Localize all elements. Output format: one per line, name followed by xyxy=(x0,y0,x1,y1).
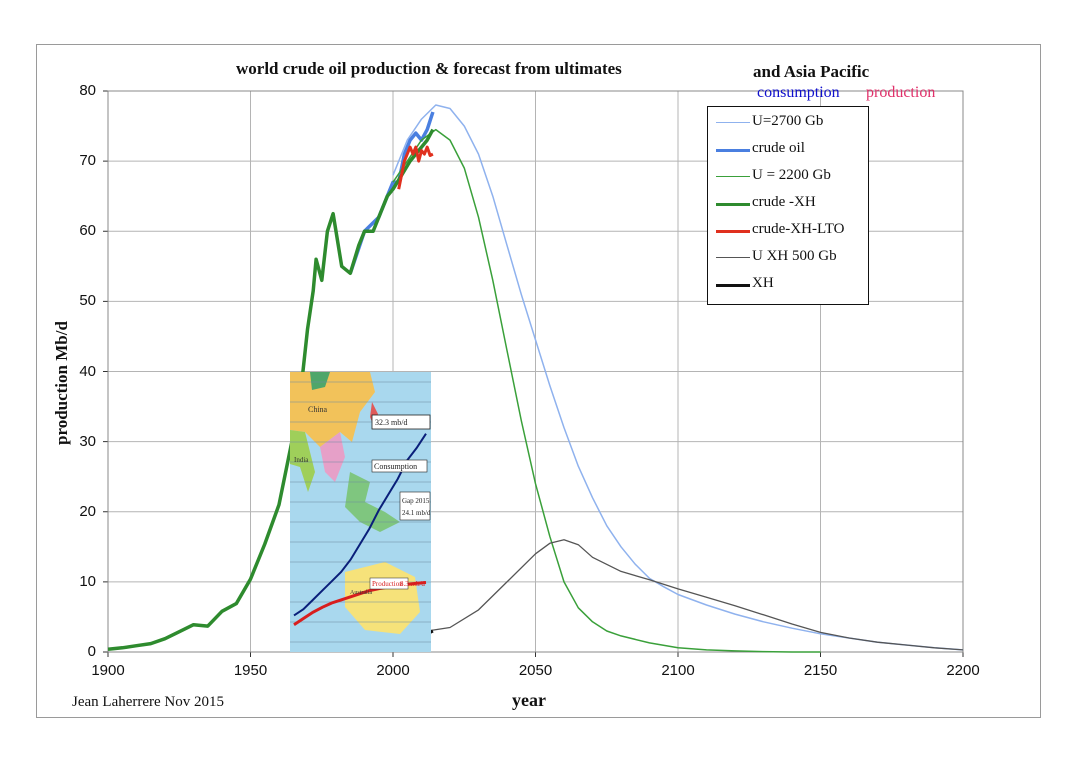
x-tick-label: 2000 xyxy=(376,662,410,679)
inset-map-svg: China India 32.3 mb/d Consumption Gap 20… xyxy=(290,372,431,652)
x-tick-label: 2100 xyxy=(661,662,695,679)
legend: U=2700 Gb crude oil U = 2200 Gb crude -XH cr… xyxy=(707,106,869,305)
axes xyxy=(103,90,964,657)
y-tick-label: 0 xyxy=(87,643,96,660)
legend-label: crude oil xyxy=(752,140,805,156)
legend-swatch xyxy=(716,149,750,152)
x-tick-label: 1900 xyxy=(91,662,125,679)
x-axis-label: year xyxy=(512,690,546,710)
y-tick-label: 50 xyxy=(79,292,96,310)
inset-label-australia: Australia xyxy=(350,590,372,596)
x-tick-label: 2200 xyxy=(946,662,980,679)
legend-label: U = 2200 Gb xyxy=(752,167,831,183)
inset-consumption-value: 32.3 mb/d xyxy=(375,418,407,427)
legend-swatch xyxy=(716,230,750,233)
legend-label: U XH 500 Gb xyxy=(752,248,837,264)
legend-label: U=2700 Gb xyxy=(752,113,824,129)
inset-gap-label: Gap 2015 xyxy=(402,497,430,505)
legend-swatch xyxy=(716,284,750,287)
series-line-u_xh xyxy=(427,539,964,651)
y-tick-label: 60 xyxy=(79,222,96,240)
chart-title: world crude oil production & forecast fr… xyxy=(236,59,622,78)
inset-production-label: Production xyxy=(372,580,403,588)
y-tick-label: 80 xyxy=(79,82,96,99)
y-tick-label: 70 xyxy=(79,152,96,170)
inset-consumption-label: Consumption xyxy=(374,462,417,471)
series-line-crude_xh_lto xyxy=(397,145,434,190)
y-tick-label: 40 xyxy=(79,362,96,380)
y-axis-label: production Mb/d xyxy=(52,321,71,445)
series-line-u2700 xyxy=(392,104,964,651)
x-tick-label: 1950 xyxy=(233,662,268,679)
legend-label: crude -XH xyxy=(752,194,816,210)
russia-landmass xyxy=(310,372,330,390)
y-tick-label: 10 xyxy=(79,572,96,590)
x-tick-label: 2050 xyxy=(518,662,553,679)
asia-pacific-inset-map: China India 32.3 mb/d Consumption Gap 20… xyxy=(290,372,431,652)
legend-swatch xyxy=(716,176,750,177)
inset-label-india: India xyxy=(294,456,309,464)
plot-area-border xyxy=(107,90,964,653)
inset-production-label-box xyxy=(369,577,409,590)
subtitle-consumption: consumption xyxy=(757,84,840,101)
india-landmass xyxy=(290,430,315,492)
chart-frame xyxy=(36,44,1041,718)
author-credit: Jean Laherrere Nov 2015 xyxy=(72,694,225,710)
series-line-u2200 xyxy=(392,128,821,653)
inset-gap-box xyxy=(399,491,431,521)
indonesia-landmass xyxy=(345,472,400,532)
series-line-crude_xh xyxy=(107,128,435,651)
inset-label-china: China xyxy=(308,405,328,414)
legend-swatch xyxy=(716,203,750,206)
y-tick-label: 30 xyxy=(79,432,96,450)
indochina-landmass xyxy=(320,432,345,482)
series-layer xyxy=(107,104,964,653)
legend-label: crude-XH-LTO xyxy=(752,221,845,237)
inset-production-value: 8.3 mb/d xyxy=(400,580,425,588)
y-tick-label: 20 xyxy=(79,502,96,520)
legend-swatch xyxy=(716,257,750,258)
inset-gap-value: 24.1 mb/d xyxy=(402,509,431,517)
inset-consumption-value-box xyxy=(371,414,431,430)
china-landmass xyxy=(290,372,375,447)
chart-subtitle: and Asia Pacific xyxy=(753,62,870,81)
legend-swatch xyxy=(716,122,750,123)
legend-label: XH xyxy=(752,275,774,291)
x-tick-label: 2150 xyxy=(803,662,838,679)
inset-consumption-label-box xyxy=(371,459,428,473)
subtitle-production: production xyxy=(866,84,936,101)
